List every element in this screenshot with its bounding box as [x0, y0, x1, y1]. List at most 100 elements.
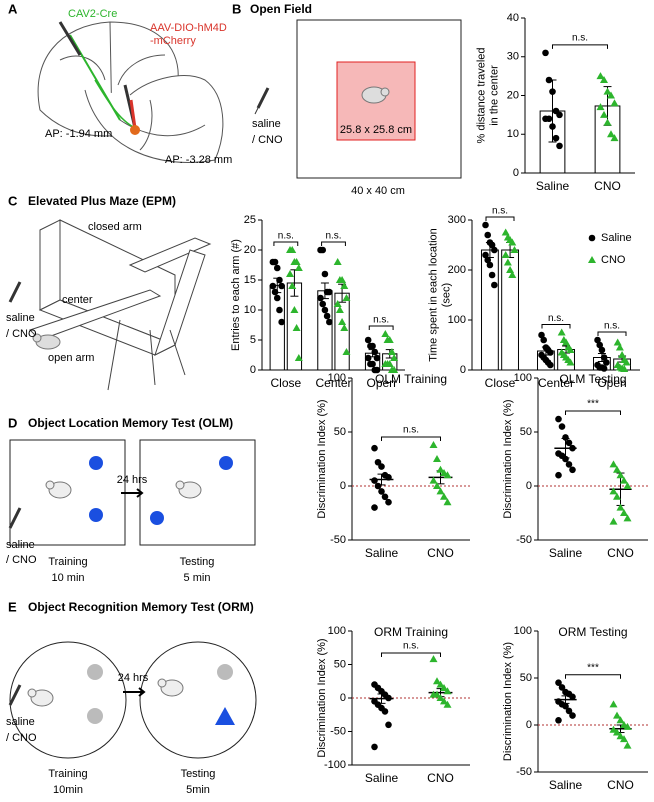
data-point [555, 415, 562, 423]
ap-label: AP: -1.94 mm [45, 128, 112, 140]
y-axis-label: Discrimination Index (%) [502, 642, 514, 761]
x-tick-label: Open [366, 376, 395, 390]
data-point [596, 72, 605, 80]
data-point [443, 498, 452, 506]
data-point [342, 348, 351, 355]
data-point [603, 87, 612, 95]
data-point [338, 276, 347, 283]
data-point [364, 354, 372, 362]
significance-label: n.s. [325, 231, 341, 242]
data-point [620, 509, 628, 516]
chart-title: OLM Training [375, 372, 447, 386]
y-tick-label: 100 [328, 372, 346, 384]
data-point [333, 300, 342, 307]
data-point [609, 700, 618, 708]
chart: -50 0 50 100 Discrimination Index (%) OLM Tra… [316, 372, 470, 560]
syringe [8, 507, 22, 529]
significance-label: n.s. [604, 321, 620, 332]
panel-title: Object Recognition Memory Test (ORM) [28, 600, 254, 614]
data-point [290, 306, 299, 313]
data-point [390, 366, 399, 373]
data-point [598, 346, 606, 354]
significance-label: n.s. [492, 206, 508, 217]
data-point [508, 238, 517, 246]
data-point [278, 282, 285, 290]
y-tick-label: -50 [330, 534, 346, 546]
data-point [538, 331, 545, 339]
data-point [623, 482, 632, 489]
data-point [622, 358, 631, 366]
data-point [321, 270, 329, 278]
data-point [273, 264, 281, 272]
chart-title: ORM Testing [558, 625, 627, 639]
brain-schematic [37, 21, 224, 163]
x-tick-label: Close [270, 376, 301, 390]
data-point [271, 288, 279, 296]
data-point [488, 241, 496, 249]
y-tick-label: 0 [250, 364, 256, 376]
data-point [371, 504, 378, 511]
virus-label: -mCherry [150, 35, 196, 47]
data-point [609, 517, 618, 525]
y-tick-label: -50 [516, 534, 532, 546]
data-point [613, 465, 621, 473]
object [215, 707, 235, 725]
y-axis-label: Time spent in each location [427, 228, 439, 362]
data-point [607, 91, 615, 99]
y-tick-label: 300 [448, 214, 466, 226]
arm-label: closed arm [88, 221, 142, 233]
treatment-label: / CNO [252, 134, 283, 146]
data-point [600, 354, 608, 361]
data-point [440, 683, 448, 691]
significance-label: n.s. [278, 231, 294, 242]
data-point [378, 463, 385, 470]
significance-label: n.s. [403, 425, 419, 436]
y-tick-label: 100 [448, 314, 466, 326]
chart: 0 10 20 30 40 % distance traveled in the cente… [475, 12, 635, 193]
data-point [596, 103, 605, 111]
mouse-icon [175, 480, 202, 499]
object [87, 708, 103, 724]
significance-label: n.s. [572, 33, 588, 44]
data-point [565, 461, 573, 468]
object [150, 511, 164, 525]
phase-label: Testing [180, 556, 215, 568]
data-point [433, 455, 441, 462]
data-point [556, 142, 563, 150]
arena-size: 40 x 40 cm [351, 185, 405, 197]
significance-bracket [597, 331, 627, 336]
chart: 0 5 10 15 20 25 Entries to each arm (#) Close Ce… [230, 214, 405, 390]
data-point [545, 115, 553, 123]
object [89, 508, 103, 522]
legend-label: Saline [601, 232, 632, 244]
y-tick-label: 100 [514, 625, 532, 637]
legend-label: CNO [601, 254, 626, 266]
panel-label: C [8, 193, 18, 208]
data-point [276, 306, 283, 314]
panel-title: Object Location Memory Test (OLM) [28, 416, 233, 430]
arrow [121, 488, 144, 498]
legend-marker [588, 234, 596, 242]
data-point [623, 514, 632, 522]
x-tick-label: CNO [607, 778, 634, 792]
data-point [338, 318, 347, 325]
data-point [603, 118, 612, 126]
data-point [566, 346, 575, 353]
data-point [562, 455, 569, 463]
significance-label: *** [587, 662, 599, 673]
x-tick-label: CNO [427, 546, 454, 560]
data-point [555, 679, 562, 686]
mouse-icon [157, 678, 184, 697]
data-point [385, 336, 394, 343]
phase-label: Training [48, 768, 87, 780]
significance-bracket [273, 241, 299, 246]
x-tick-label: Center [315, 376, 351, 390]
data-point [288, 246, 297, 253]
syringe [8, 281, 22, 303]
y-tick-label: 30 [507, 51, 519, 63]
arm-label: open arm [48, 352, 94, 364]
x-tick-label: CNO [594, 179, 621, 193]
data-point [369, 360, 376, 368]
